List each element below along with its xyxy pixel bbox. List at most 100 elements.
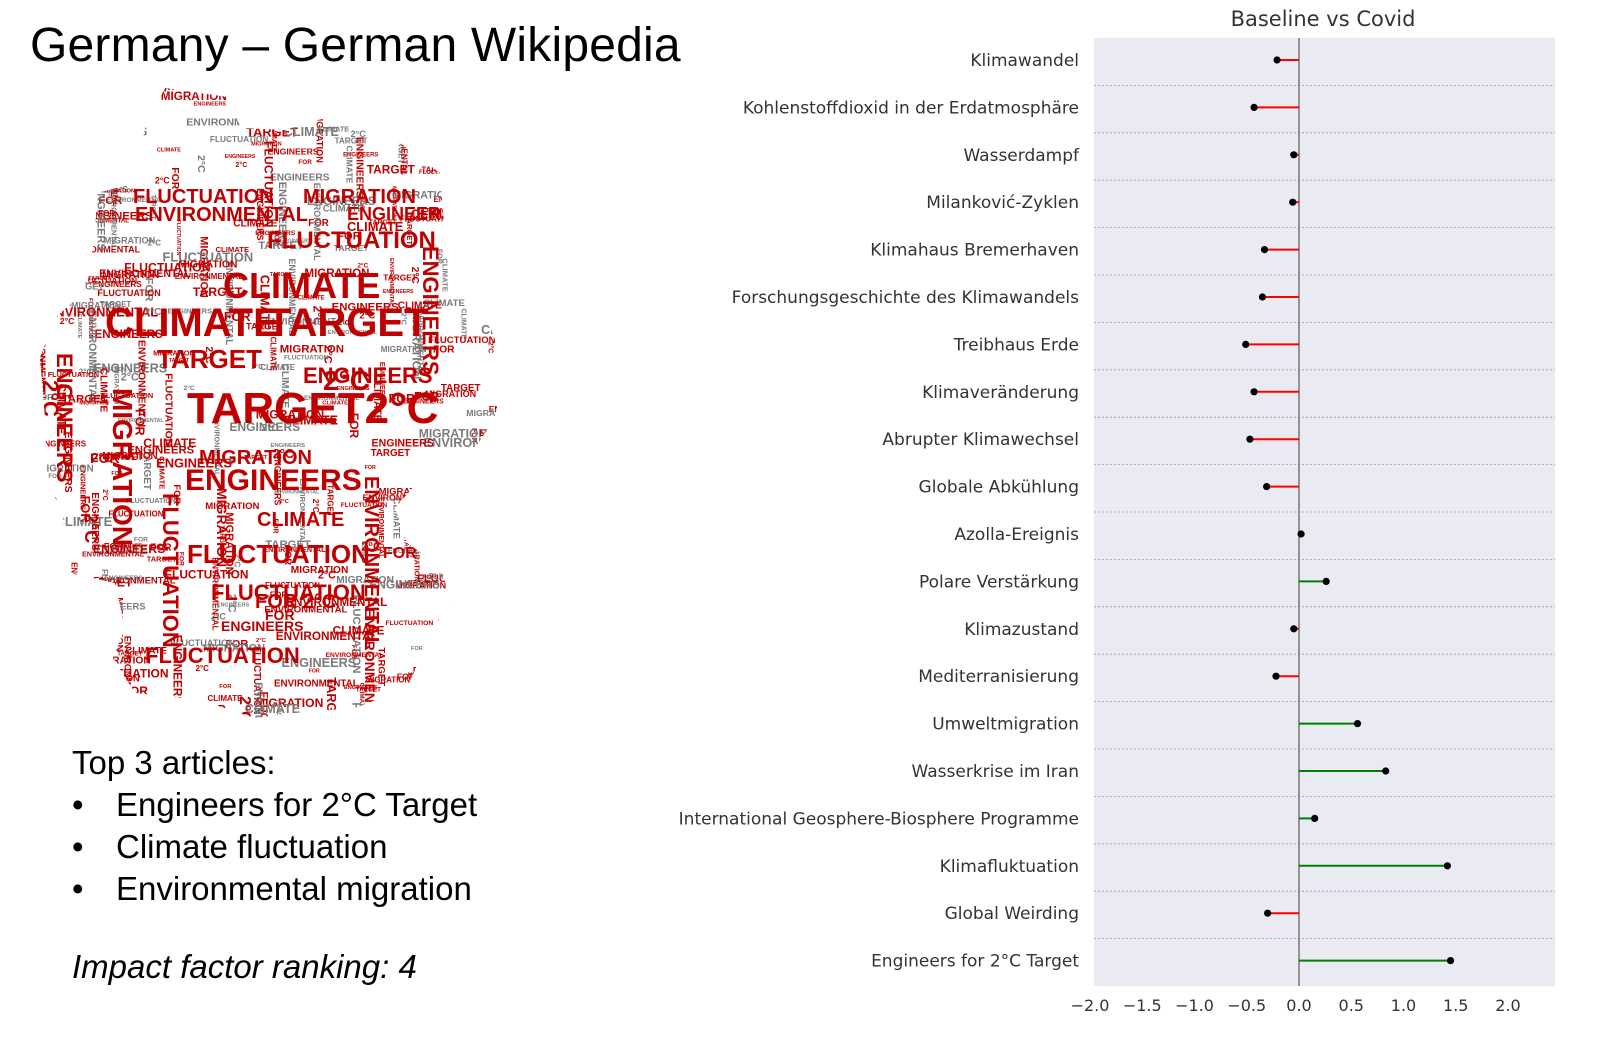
x-tick-label: 1.0 [1391, 996, 1416, 1015]
wordcloud-filler: ENVIRONMENTAL [110, 184, 119, 250]
wordcloud-filler: CLIMATE [233, 219, 277, 230]
wordcloud-filler: FLUCTUATION [170, 638, 235, 648]
wordcloud-filler: 2°C [351, 129, 367, 139]
wordcloud-filler: TARGET [218, 525, 225, 551]
wordcloud-filler: TARGET [246, 321, 284, 331]
wordcloud-filler: MIGRATION [314, 111, 324, 163]
wordcloud-filler: TARGET [371, 448, 411, 459]
wordcloud-filler: FLUCTUATION [175, 220, 181, 256]
marker [1290, 625, 1298, 633]
wordcloud-filler: CLIMATE [279, 364, 290, 409]
wordcloud-filler: FLUCTUATION [126, 497, 176, 505]
wordcloud-filler: CLIMATE [157, 147, 181, 153]
wordcloud-filler: 2°C [310, 306, 324, 326]
wordcloud-filler: MIGRATION [102, 270, 159, 281]
wordcloud-filler: FOR [134, 537, 148, 544]
wordcloud-filler: MIGRATION [366, 676, 411, 685]
wordcloud-filler: TARGET [270, 272, 293, 278]
wordcloud-word: FLUCTUATION [133, 186, 274, 208]
top-articles-heading: Top 3 articles: [72, 744, 276, 781]
wordcloud-filler: FOR [414, 389, 440, 403]
wordcloud-filler: 2°C [107, 183, 116, 197]
wordcloud-filler: ENGINEERS [372, 437, 434, 449]
marker [1250, 103, 1258, 111]
wordcloud-word: CLIMATE [223, 265, 380, 306]
wordcloud-filler: ENGINEERS [127, 445, 194, 457]
marker [1260, 246, 1269, 254]
wordcloud-filler: FLUCTUATION [386, 620, 434, 627]
y-tick-label: Treibhaus Erde [953, 335, 1079, 355]
wordcloud-word: ENGINEERS [347, 204, 453, 224]
wordcloud-filler: TARGET [62, 394, 108, 406]
marker [1297, 530, 1305, 538]
y-tick-labels: Klimawandel Kohlenstoffdioxid in der Erda… [679, 51, 1080, 972]
wordcloud-filler: 2°C [90, 393, 108, 404]
wordcloud-filler: ENGINEERS [194, 102, 227, 108]
wordcloud-filler: FLUCTUATION [350, 595, 362, 674]
x-tick-labels: −2.0 −1.5 −1.0 −0.5 0.0 0.5 1.0 1.5 2.0 [1071, 996, 1521, 1015]
wordcloud-filler: CLIMATE [143, 436, 196, 450]
wordcloud-filler: TARGET [383, 272, 417, 282]
wordcloud-filler: FOR [411, 646, 423, 652]
wordcloud-filler: MIGRATION [38, 463, 93, 474]
wordcloud-filler: CLIMATE [333, 623, 385, 637]
wordcloud-filler: CLIMATE [125, 646, 167, 657]
wordcloud-filler: FOR [78, 496, 93, 523]
wordcloud-filler: CLIMATE [298, 294, 325, 301]
marker [1382, 767, 1390, 775]
wordcloud-filler: ENVIRONMENTAL [265, 316, 348, 327]
top-article-item: Climate fluctuation [72, 826, 592, 868]
x-tick-label: −0.5 [1227, 996, 1266, 1015]
wordcloud-word: TARGET [267, 301, 428, 345]
wordcloud-filler: TARGET [334, 243, 369, 253]
wordcloud-filler: 2°C [279, 499, 290, 505]
wordcloud-filler: MIGRATION [113, 366, 120, 404]
wordcloud-filler: FOR [358, 196, 365, 210]
wordcloud-filler: ENGINEERS [280, 238, 312, 244]
wordcloud-filler: ENVIRONMENTAL [416, 306, 425, 376]
x-tick-label: −1.0 [1175, 996, 1214, 1015]
wordcloud-filler: FLUCTUATION [258, 692, 270, 724]
wordcloud-filler: CLIMATE [358, 683, 365, 712]
wordcloud-filler: 2°C [311, 499, 321, 513]
stems [1242, 56, 1455, 965]
wordcloud-filler: MIGRATION [395, 581, 446, 591]
wordcloud-filler: FLUCTUATION [210, 134, 268, 144]
wordcloud-filler: ENGINEERS [282, 656, 357, 670]
wordcloud-filler: TARGET [405, 214, 414, 245]
wordcloud-filler: MIGRATION [379, 486, 433, 497]
wordcloud-filler: FOR [350, 645, 357, 659]
y-tick-label: Klimaveränderung [922, 383, 1079, 403]
wordcloud-filler: MIGRATION [102, 451, 157, 462]
wordcloud-filler: MIGRATION [153, 349, 195, 358]
wordcloud-filler: FOR [273, 230, 281, 245]
wordcloud-filler: FOR [283, 546, 293, 566]
wordcloud-filler: FOR [225, 639, 248, 651]
wordcloud-word: FLUCTUATION [187, 539, 370, 569]
wordcloud-filler: FOR [365, 465, 376, 471]
wordcloud-filler: ENVIRONMENTAL [363, 493, 439, 503]
wordcloud-filler: FLUCTUATION [265, 581, 320, 590]
wordcloud-filler: FOR [104, 542, 124, 552]
y-tick-label: Globale Abkühlung [919, 478, 1079, 498]
y-tick-label: Kohlenstoffdioxid in der Erdatmosphäre [743, 98, 1079, 118]
wordcloud-filler: ENVIRONMENTAL [210, 557, 220, 631]
wordcloud-filler: MIGRATION [391, 186, 397, 219]
wordcloud-filler: ENVIRONMENTAL [287, 259, 297, 336]
wordcloud-filler: FOR [270, 589, 288, 599]
wordcloud-filler: ENGINEERS [344, 685, 378, 691]
wordcloud-filler: CLIMATE [398, 301, 442, 312]
wordcloud-filler: FOR [98, 195, 122, 207]
wordcloud-filler: ENGINEERS [403, 399, 444, 406]
marker [1258, 293, 1267, 301]
wordcloud-filler: FOR [35, 392, 54, 402]
top-article-item: Engineers for 2°C Target [72, 784, 592, 826]
wordcloud-filler: ENGINEERS [62, 432, 73, 493]
wordcloud-word: MIGRATION [303, 186, 416, 208]
wordcloud-filler: FLUCTUATION [162, 373, 173, 446]
wordcloud-filler: FLUCTUATION [90, 367, 126, 373]
wordcloud-word: FOR [265, 607, 295, 623]
wordcloud-filler: TARGET [88, 276, 111, 282]
wordcloud-filler: ENGINEERS [89, 492, 100, 551]
